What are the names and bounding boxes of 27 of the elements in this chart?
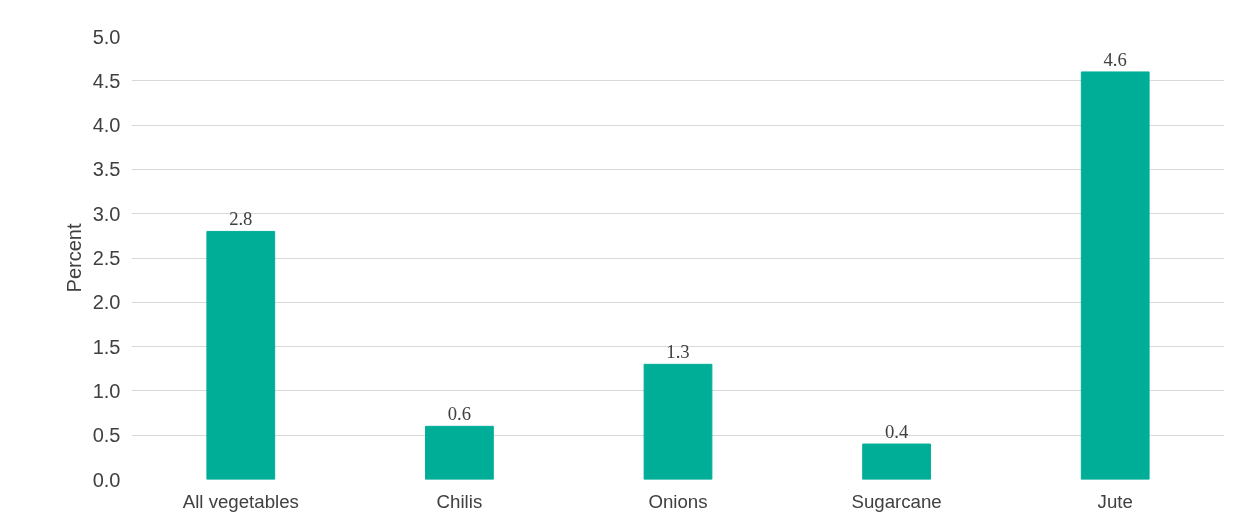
x-tick-label: All vegetables	[182, 490, 299, 512]
x-tick-label: Onions	[648, 490, 708, 512]
y-tick-label: 4.5	[92, 69, 121, 92]
data-label: 1.3	[666, 341, 690, 363]
bar	[1080, 71, 1150, 480]
y-tick-label: 2.5	[92, 247, 121, 269]
x-tick-label: Chilis	[436, 490, 483, 512]
y-tick-label: 3.0	[92, 202, 121, 225]
y-tick-label: 1.5	[92, 335, 121, 358]
y-tick-label: 1.0	[92, 379, 121, 402]
data-label: 0.4	[884, 421, 909, 443]
data-label: 4.6	[1103, 48, 1127, 70]
bar	[643, 363, 713, 480]
y-tick-label: 2.0	[92, 291, 121, 314]
y-tick-label: 4.0	[92, 114, 121, 137]
bar	[206, 230, 276, 480]
data-label: 0.6	[447, 403, 472, 425]
x-tick-label: Jute	[1097, 490, 1133, 512]
x-tick-label: Sugarcane	[851, 490, 942, 512]
y-tick-label: 0.5	[92, 424, 121, 447]
y-tick-label: 5.0	[92, 25, 121, 48]
bar	[862, 443, 931, 480]
data-label: 2.8	[229, 208, 253, 230]
y-tick-label: 0.0	[92, 468, 121, 491]
bar	[425, 425, 494, 480]
y-axis-title: Percent	[62, 223, 85, 293]
y-tick-label: 3.5	[92, 158, 121, 181]
